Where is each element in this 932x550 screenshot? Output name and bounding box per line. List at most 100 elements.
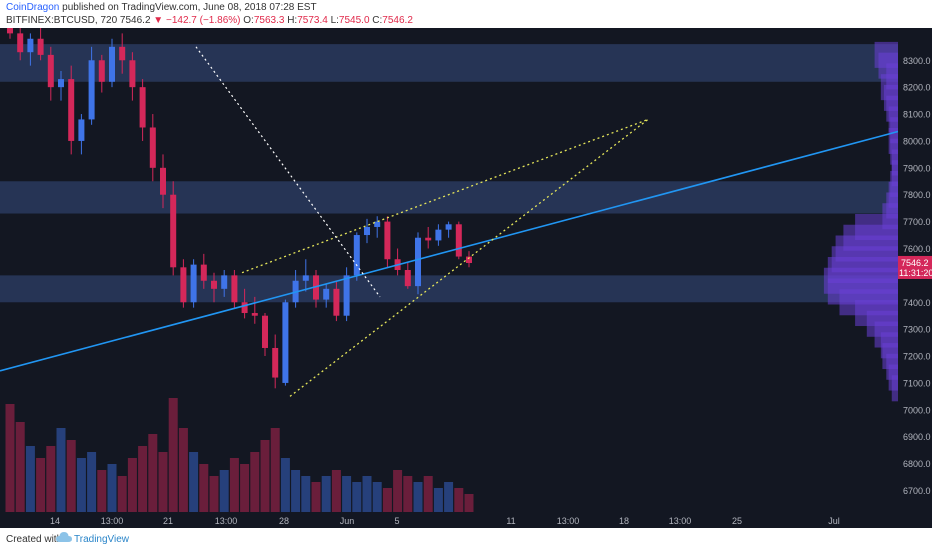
volume-bar <box>270 428 280 512</box>
candle-body <box>78 119 85 141</box>
candle-body <box>7 28 13 34</box>
chart-footer: Created with TradingView <box>0 528 932 550</box>
candle-body <box>384 221 391 260</box>
candle-body <box>364 226 370 236</box>
time-tick-label: Jul <box>828 516 840 526</box>
candle-body <box>333 288 340 316</box>
last-price: 7546.2 <box>119 15 151 26</box>
trend-line[interactable] <box>0 130 899 372</box>
time-tick-label: 28 <box>279 516 289 526</box>
volume-layer <box>5 398 474 512</box>
zone-band <box>0 181 898 214</box>
price-tick-label: 6800.0 <box>903 459 931 469</box>
candle-body <box>68 79 75 141</box>
volume-profile-layer <box>823 41 898 402</box>
candle-body <box>160 167 166 195</box>
volume-bar <box>291 470 301 512</box>
tradingview-cloud-icon <box>56 532 72 542</box>
open-label: O: <box>243 15 254 26</box>
volume-bar <box>301 476 311 512</box>
candle-body <box>37 38 44 55</box>
volume-bar <box>260 440 270 512</box>
candle-body <box>343 275 350 316</box>
triangle-upper-line[interactable] <box>241 118 649 274</box>
volume-bar <box>219 470 229 512</box>
candle-body <box>302 275 309 281</box>
candle-body <box>109 46 115 82</box>
candle-body <box>170 194 177 268</box>
volume-bar <box>87 452 97 512</box>
candle-body <box>404 270 411 287</box>
candle-body <box>180 267 187 303</box>
volume-bar <box>178 428 188 512</box>
candle-body <box>149 127 156 168</box>
candle-body <box>323 288 330 300</box>
volume-bar <box>454 488 464 512</box>
time-axis[interactable]: 14 13:00 21 13:00 28 Jun 5 11 13:00 18 13:00 25 Jul <box>0 512 932 528</box>
zones-layer <box>0 44 898 303</box>
candle-body <box>415 237 421 287</box>
volume-bar <box>209 476 219 512</box>
candle-body <box>58 79 64 88</box>
volume-bar <box>46 446 56 512</box>
low-value: 7545.0 <box>338 15 370 26</box>
time-tick-label: 13:00 <box>669 516 692 526</box>
price-tick-label: 8200.0 <box>903 83 931 93</box>
candle-body <box>251 313 258 316</box>
candle-body <box>445 224 452 230</box>
current-price-tag <box>898 255 932 279</box>
time-tick-label: Jun <box>340 516 355 526</box>
price-tick-label: 7100.0 <box>903 378 931 388</box>
down-arrow-icon: ▼ <box>153 15 164 26</box>
tradingview-link[interactable]: TradingView <box>74 534 130 545</box>
volume-bar <box>433 488 443 512</box>
volume-bar <box>76 458 86 512</box>
low-label: L: <box>330 15 339 26</box>
price-tag-layer: 7546.211:31:20 <box>898 255 932 279</box>
time-tick-label: 11 <box>506 516 515 526</box>
price-tick-label: 6700.0 <box>903 486 931 496</box>
price-chart[interactable]: 8300.0 8200.0 8100.0 8000.0 7900.0 7800.0 7700… <box>0 28 932 528</box>
volume-bar <box>127 458 137 512</box>
volume-bar <box>352 482 362 512</box>
high-label: H: <box>287 15 298 26</box>
published-text: published on TradingView.com, June 08, 2… <box>62 2 317 13</box>
price-tick-label: 6900.0 <box>903 432 931 442</box>
candle-body <box>27 38 34 53</box>
volume-bar <box>36 458 46 512</box>
volume-bar <box>464 494 474 512</box>
volume-bar <box>280 458 290 512</box>
time-tick-label: 14 <box>50 516 60 526</box>
price-tick-label: 7200.0 <box>903 352 931 362</box>
high-value: 7573.4 <box>297 15 328 26</box>
volume-bar <box>97 470 107 512</box>
volume-bar <box>444 482 454 512</box>
price-tick-label: 8300.0 <box>903 56 931 66</box>
triangle-lower-line[interactable] <box>289 118 649 397</box>
candle-body <box>455 224 462 257</box>
price-tick-label: 7400.0 <box>903 298 931 308</box>
candle-body <box>139 87 146 128</box>
candle-body <box>88 60 95 120</box>
volume-bar <box>189 452 199 512</box>
price-tick-label: 7600.0 <box>903 244 931 254</box>
volume-bar <box>423 476 433 512</box>
author-link[interactable]: CoinDragon <box>6 2 60 13</box>
open-value: 7563.3 <box>253 15 285 26</box>
time-tick-label: 21 <box>163 516 173 526</box>
volume-bar <box>168 398 178 512</box>
time-tick-label: 13:00 <box>215 516 238 526</box>
candle-body <box>17 33 24 53</box>
price-tick-label: 7700.0 <box>903 217 931 227</box>
time-axis-bg <box>0 512 932 528</box>
symbol-label: BITFINEX:BTCUSD, 720 <box>6 15 118 26</box>
candle-body <box>129 60 136 88</box>
candle-body <box>119 46 126 61</box>
volume-bar <box>342 476 352 512</box>
volume-bar <box>15 422 25 512</box>
created-with-label: Created with <box>6 534 63 545</box>
drawings-layer <box>0 46 899 397</box>
diagonal-line[interactable] <box>195 46 381 298</box>
time-tick-label: 5 <box>394 516 399 526</box>
candle-body <box>374 221 381 227</box>
